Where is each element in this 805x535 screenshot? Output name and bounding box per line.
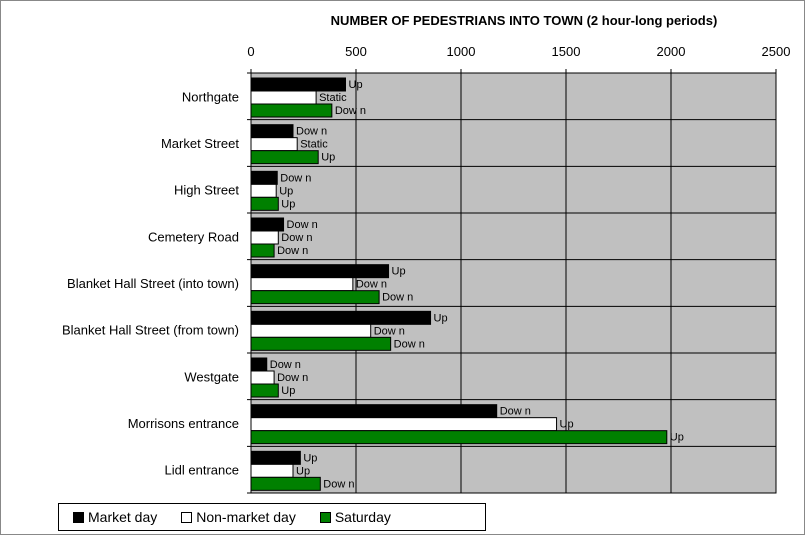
bar [250, 77, 346, 92]
bar [250, 90, 317, 105]
category-label: Morrisons entrance [128, 416, 239, 431]
bar [250, 243, 275, 258]
bar-annotation: Up [281, 385, 295, 397]
bar-annotation: Up [670, 432, 684, 444]
bar-annotation: Up [349, 79, 363, 91]
category-label: Blanket Hall Street (from town) [62, 323, 239, 338]
bar-annotation: Dow n [277, 372, 308, 384]
bar [250, 196, 279, 211]
bar-annotation: Dow n [287, 219, 318, 231]
bar [250, 310, 432, 325]
bar-annotation: Up [281, 198, 295, 210]
legend-swatch-saturday [319, 511, 331, 523]
bar-annotation: Dow n [335, 105, 366, 117]
category-label: Market Street [161, 136, 239, 151]
category-label: Lidl entrance [165, 463, 239, 478]
bar [250, 370, 275, 385]
bar-annotation: Up [434, 312, 448, 324]
category-label: Blanket Hall Street (into town) [67, 276, 239, 291]
bar-annotation: Static [300, 139, 328, 151]
bar [250, 217, 285, 232]
bar-annotation: Static [319, 92, 347, 104]
x-tick-label: 500 [345, 44, 367, 59]
category-label: High Street [174, 183, 239, 198]
bar-annotation: Up [296, 465, 310, 477]
bar [250, 383, 279, 398]
bar-annotation: Dow n [374, 325, 405, 337]
bar-annotation: Up [321, 152, 335, 164]
bar [250, 124, 294, 139]
x-tick-label: 1500 [552, 44, 581, 59]
bar-annotation: Dow n [277, 245, 308, 257]
legend-item-non-market-day: Non-market day [181, 509, 296, 525]
legend: Market day Non-market day Saturday [58, 503, 486, 531]
legend-item-market-day: Market day [73, 509, 157, 525]
bar-chart: NUMBER OF PEDESTRIANS INTO TOWN (2 hour-… [62, 13, 791, 494]
bar-annotation: Dow n [382, 292, 413, 304]
bar-annotation: Dow n [270, 359, 301, 371]
bar-annotation: Dow n [323, 478, 354, 490]
bar [250, 323, 372, 338]
bar [250, 290, 380, 305]
bar-annotation: Up [279, 185, 293, 197]
bar [250, 450, 301, 465]
bar [250, 336, 392, 351]
bar [250, 357, 268, 372]
legend-label-saturday: Saturday [334, 509, 391, 525]
bar [250, 430, 668, 445]
bar [250, 230, 279, 245]
bar [250, 463, 294, 478]
legend-swatch-non-market-day [181, 511, 193, 523]
bar-annotation: Dow n [281, 232, 312, 244]
category-label: Westgate [184, 369, 239, 384]
bar [250, 183, 277, 198]
bar [250, 404, 498, 419]
bar [250, 150, 319, 165]
bar-annotation: Dow n [280, 172, 311, 184]
bar-annotation: Dow n [296, 126, 327, 138]
bar-annotation: Dow n [500, 406, 531, 418]
legend-item-saturday: Saturday [319, 509, 391, 525]
bar-annotation: Dow n [356, 279, 387, 291]
x-tick-label: 1000 [447, 44, 476, 59]
chart-title: NUMBER OF PEDESTRIANS INTO TOWN (2 hour-… [331, 13, 718, 28]
bar [250, 476, 321, 491]
bar-annotation: Dow n [394, 338, 425, 350]
bar [250, 264, 390, 279]
bar-annotation: Up [392, 266, 406, 278]
bar-annotation: Up [303, 452, 317, 464]
legend-label-market-day: Market day [88, 509, 158, 525]
bar [250, 137, 298, 152]
legend-swatch-market-day [73, 511, 84, 523]
bar-annotation: Up [560, 419, 574, 431]
bar [250, 170, 278, 185]
x-tick-label: 2000 [657, 44, 686, 59]
bar [250, 417, 558, 432]
bar [250, 277, 354, 292]
bar [250, 103, 333, 118]
x-tick-label: 0 [247, 44, 254, 59]
category-label: Northgate [182, 89, 239, 104]
legend-label-non-market-day: Non-market day [196, 509, 296, 525]
x-tick-label: 2500 [762, 44, 791, 59]
category-label: Cemetery Road [148, 229, 239, 244]
